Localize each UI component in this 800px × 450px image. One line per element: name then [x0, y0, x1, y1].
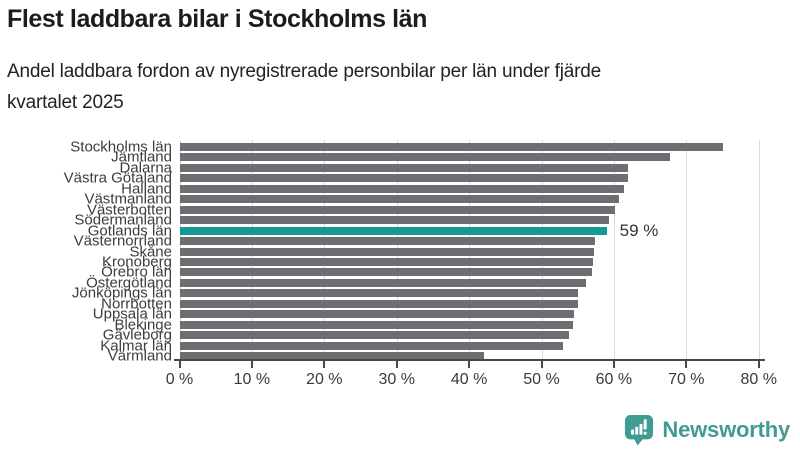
bar-chart-speech-bubble-icon — [625, 415, 654, 446]
category-label: Gävleborg — [102, 326, 172, 344]
category-label: Västmanland — [84, 190, 172, 208]
x-axis-tick — [395, 361, 398, 368]
x-axis-tick — [250, 361, 253, 368]
category-label: Blekinge — [114, 316, 172, 334]
x-axis-tick-label: 70 % — [668, 371, 705, 388]
x-axis-tick-label: 80 % — [740, 371, 777, 388]
bar — [179, 247, 594, 256]
bar — [179, 174, 628, 183]
chart-subtitle-line2: kvartalet 2025 — [7, 92, 124, 113]
x-axis-tick — [757, 361, 760, 368]
gridline — [758, 140, 760, 359]
bar — [179, 226, 607, 235]
category-label: Västerbotten — [86, 201, 172, 219]
bar — [179, 143, 723, 151]
category-label: Halland — [121, 180, 172, 198]
bar — [179, 331, 569, 340]
x-axis-tick — [178, 361, 181, 368]
bar — [179, 278, 587, 287]
category-label: Uppsala län — [92, 305, 172, 323]
x-axis-tick — [612, 361, 615, 368]
x-axis-tick-label: 60 % — [595, 371, 633, 388]
bar — [179, 289, 579, 298]
bar — [179, 352, 484, 360]
category-label: Gotlands län — [87, 222, 172, 240]
category-label: Kalmar län — [100, 337, 172, 355]
x-axis-tick-label: 10 % — [233, 371, 271, 388]
category-label: Östergötland — [86, 274, 172, 292]
category-label: Jönköpings län — [71, 284, 172, 302]
bar — [179, 216, 609, 225]
category-label: Västernorrland — [73, 232, 172, 250]
bar — [179, 195, 619, 204]
bar — [179, 299, 578, 308]
chart-title: Flest laddbara bilar i Stockholms län — [7, 5, 428, 33]
category-label: Stockholms län — [70, 138, 172, 156]
bar — [179, 341, 564, 350]
bar — [179, 153, 670, 162]
x-axis-tick-label: 30 % — [378, 371, 415, 388]
x-axis-tick-label: 0 % — [165, 371, 194, 388]
newsworthy-branding: Newsworthy — [624, 413, 790, 447]
highlight-value-label: 59 % — [619, 220, 659, 240]
x-axis-tick-label: 50 % — [523, 371, 560, 388]
chart-subtitle: Andel laddbara fordon av nyregistrerade … — [7, 56, 793, 118]
category-label: Västra Götaland — [63, 169, 172, 187]
bar — [179, 184, 625, 193]
x-axis-tick-label: 40 % — [450, 371, 488, 388]
x-axis-tick — [468, 361, 471, 368]
category-label: Skåne — [129, 243, 172, 260]
category-label: Värmland — [107, 347, 172, 365]
bar-chart: Stockholms län Jämtland Dalarna Västra Göta… — [63, 138, 777, 389]
gridline — [613, 140, 615, 359]
x-axis-tick — [323, 361, 326, 368]
bar — [179, 163, 629, 172]
category-label: Jämtland — [111, 148, 172, 166]
x-axis-tick — [540, 361, 543, 368]
chart-subtitle-line1: Andel laddbara fordon av nyregistrerade … — [7, 61, 601, 82]
category-label: Dalarna — [119, 159, 172, 177]
bar — [179, 320, 573, 329]
category-label: Örebro län — [101, 263, 172, 281]
x-axis-tick-label: 20 % — [306, 371, 343, 388]
bar — [179, 257, 593, 266]
brand-name: Newsworthy — [662, 417, 790, 442]
category-label: Kronoberg — [101, 253, 172, 271]
x-axis-line — [173, 359, 765, 361]
bar — [179, 205, 615, 214]
x-axis-tick — [685, 361, 688, 368]
bar — [179, 310, 575, 319]
gridline — [686, 140, 688, 359]
category-label: Norrbotten — [101, 295, 172, 313]
bar — [179, 268, 593, 277]
category-label: Södermanland — [74, 211, 172, 229]
bar — [179, 237, 596, 246]
